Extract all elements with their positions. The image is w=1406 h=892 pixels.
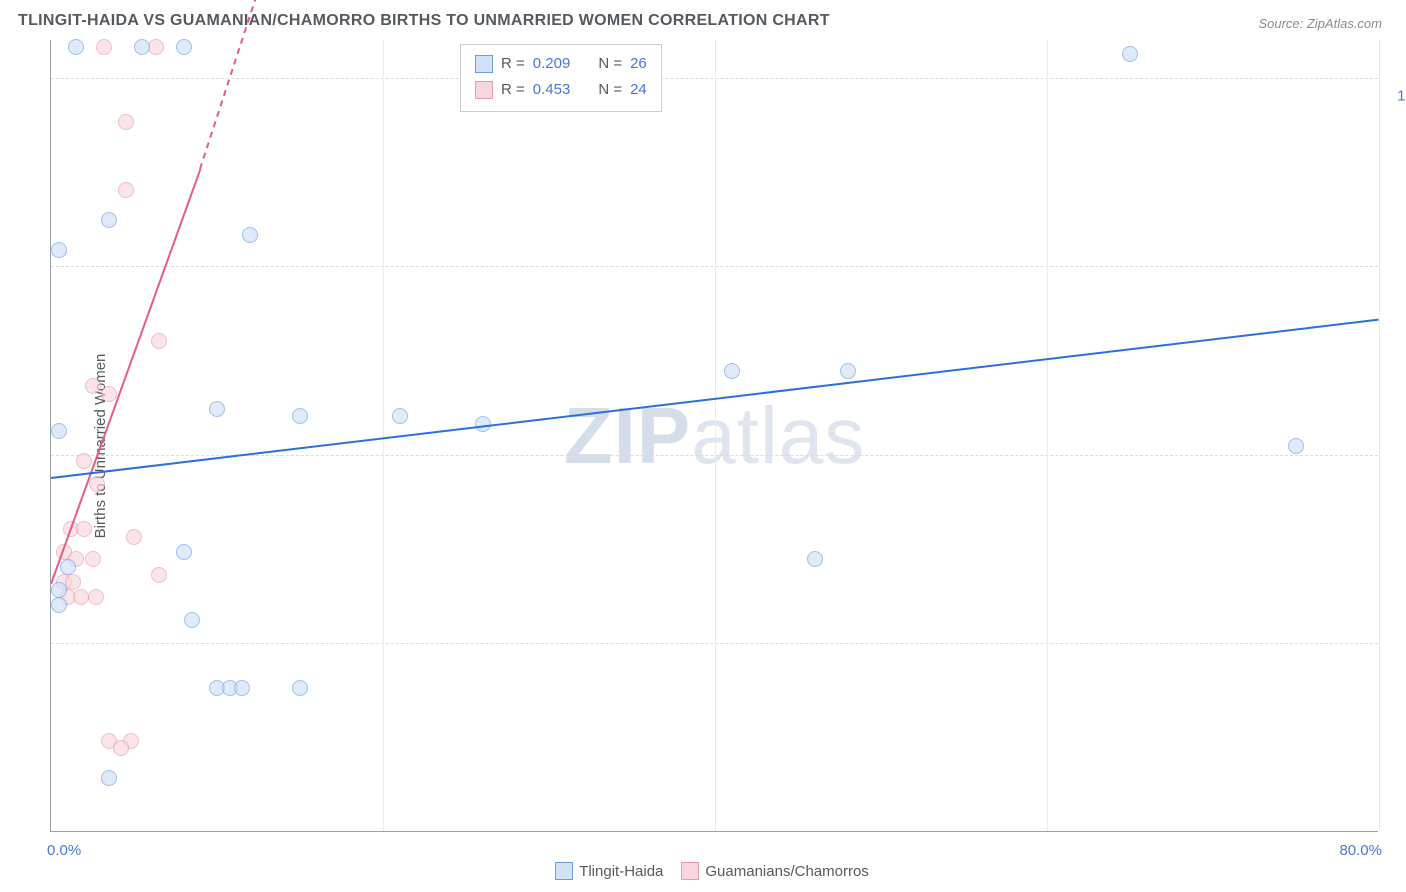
data-point (73, 589, 89, 605)
data-point (292, 408, 308, 424)
data-point (807, 551, 823, 567)
source-name: ZipAtlas.com (1307, 16, 1382, 31)
gridline-v (1047, 40, 1048, 831)
data-point (475, 416, 491, 432)
data-point (76, 521, 92, 537)
data-point (101, 212, 117, 228)
data-point (242, 227, 258, 243)
data-point (1122, 46, 1138, 62)
data-point (724, 363, 740, 379)
data-point (89, 476, 105, 492)
data-point (51, 597, 67, 613)
legend-r-value: 0.453 (533, 77, 571, 103)
legend-swatch (475, 55, 493, 73)
data-point (85, 551, 101, 567)
legend-r-value: 0.209 (533, 51, 571, 77)
legend-swatch (475, 81, 493, 99)
legend-n-label: N = (598, 77, 622, 103)
ytick-label: 75.0% (1388, 276, 1406, 293)
xtick-label-max: 80.0% (1339, 842, 1382, 859)
data-point (88, 589, 104, 605)
ytick-label: 100.0% (1388, 87, 1406, 104)
data-point (234, 680, 250, 696)
correlation-chart: TLINGIT-HAIDA VS GUAMANIAN/CHAMORRO BIRT… (0, 0, 1406, 892)
data-point (118, 114, 134, 130)
trendline (50, 169, 201, 585)
data-point (151, 333, 167, 349)
source-prefix: Source: (1258, 16, 1306, 31)
data-point (176, 544, 192, 560)
data-point (51, 242, 67, 258)
legend-n-value: 24 (630, 77, 647, 103)
data-point (51, 423, 67, 439)
ytick-label: 25.0% (1388, 653, 1406, 670)
data-point (126, 529, 142, 545)
legend-stat-row: R = 0.453 N = 24 (475, 77, 647, 103)
legend-n-value: 26 (630, 51, 647, 77)
legend-series-label: Tlingit-Haida (579, 863, 663, 880)
data-point (96, 39, 112, 55)
chart-title: TLINGIT-HAIDA VS GUAMANIAN/CHAMORRO BIRT… (18, 12, 830, 30)
gridline-v (383, 40, 384, 831)
data-point (85, 378, 101, 394)
xtick-label-min: 0.0% (47, 842, 81, 859)
data-point (76, 453, 92, 469)
data-point (392, 408, 408, 424)
source-attribution: Source: ZipAtlas.com (1258, 16, 1382, 31)
data-point (151, 567, 167, 583)
data-point (118, 182, 134, 198)
watermark-light: atlas (691, 391, 865, 480)
data-point (101, 386, 117, 402)
data-point (101, 770, 117, 786)
data-point (60, 559, 76, 575)
legend-swatch (681, 862, 699, 880)
data-point (51, 582, 67, 598)
data-point (1288, 438, 1304, 454)
data-point (184, 612, 200, 628)
ytick-label: 50.0% (1388, 464, 1406, 481)
data-point (176, 39, 192, 55)
plot-area: ZIPatlas 25.0%50.0%75.0%100.0%0.0%80.0% (50, 40, 1378, 832)
legend-series: Tlingit-Haida Guamanians/Chamorros (0, 862, 1406, 880)
legend-n-label: N = (598, 51, 622, 77)
data-point (134, 39, 150, 55)
legend-stat-row: R = 0.209 N = 26 (475, 51, 647, 77)
data-point (209, 401, 225, 417)
data-point (292, 680, 308, 696)
data-point (840, 363, 856, 379)
legend-r-label: R = (501, 77, 525, 103)
legend-correlation-stats: R = 0.209 N = 26 R = 0.453 N = 24 (460, 44, 662, 112)
legend-swatch (555, 862, 573, 880)
data-point (113, 740, 129, 756)
legend-r-label: R = (501, 51, 525, 77)
legend-series-label: Guamanians/Chamorros (705, 863, 868, 880)
gridline-v (715, 40, 716, 831)
gridline-v (1379, 40, 1380, 831)
data-point (68, 39, 84, 55)
